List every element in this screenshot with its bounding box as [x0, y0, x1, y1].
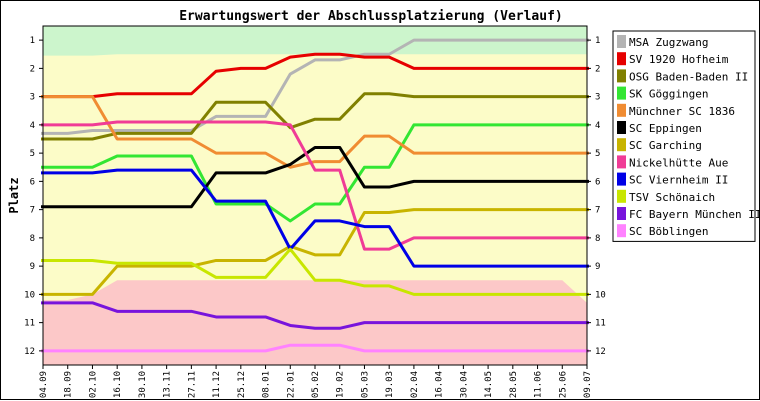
series-line-tsv-sch-naich [41, 247, 589, 296]
series-line-msa-zugzwang [41, 38, 589, 135]
series-layer [41, 38, 589, 353]
legend-swatch [617, 52, 626, 66]
series-line-osg-baden-baden-ii [41, 92, 589, 141]
y-tick-label-right: 3 [595, 93, 600, 103]
x-tick-label: 11.12 [212, 371, 222, 398]
series-line-sv-1920-hofheim [41, 52, 589, 99]
y-tick-label-left: 8 [30, 234, 35, 244]
x-tick-label: 25.06 [558, 371, 568, 398]
y-tick-label-left: 7 [30, 206, 35, 216]
legend-label: SC Eppingen [629, 122, 702, 135]
legend-swatch [617, 189, 626, 203]
x-tick-label: 09.07 [583, 371, 593, 398]
series-line-fc-bayern-m-nchen-ii [41, 301, 589, 330]
x-tick-label: 25.12 [237, 371, 247, 398]
legend: MSA Zugzwang SV 1920 Hofheim OSG Baden-Bad… [612, 30, 760, 242]
y-axis-label: Platz [7, 177, 21, 213]
zone-promotion [43, 26, 587, 56]
x-tick-label: 11.06 [534, 371, 544, 398]
y-tick-label-right: 12 [595, 347, 606, 357]
x-tick-label: 27.11 [187, 371, 197, 398]
y-tick-label-left: 11 [24, 319, 35, 329]
legend-label: Nickelhütte Aue [629, 156, 728, 169]
legend-label: SC Viernheim II [629, 174, 728, 187]
x-tick-label: 22.01 [286, 371, 296, 398]
x-tick-label: 04.09 [39, 371, 49, 398]
legend-swatch [617, 224, 626, 238]
x-tick-label: 19.02 [336, 371, 346, 398]
y-tick-label-left: 10 [24, 290, 35, 300]
y-tick-label-right: 9 [595, 262, 600, 272]
x-tick-label: 28.05 [509, 371, 519, 398]
y-tick-label-left: 12 [24, 347, 35, 357]
series-line-nickelh-tte-aue [41, 120, 589, 251]
y-tick-label-left: 2 [30, 64, 35, 74]
y-tick-label-left: 6 [30, 177, 35, 187]
legend-swatch [617, 172, 626, 186]
x-tick-label: 30.10 [138, 371, 148, 398]
series-line-sc-b-blingen [41, 343, 589, 353]
legend-label: TSV Schönaich [629, 191, 715, 204]
legend-swatch [617, 69, 626, 83]
x-tick-label: 18.09 [64, 371, 74, 398]
legend-label: SV 1920 Hofheim [629, 53, 729, 66]
x-tick-label: 14.05 [484, 371, 494, 398]
legend-label: Münchner SC 1836 [629, 105, 735, 118]
x-tick-label: 13.11 [163, 371, 173, 398]
x-tick-label: 19.03 [385, 371, 395, 398]
y-tick-label-right: 4 [595, 121, 600, 131]
chart-title: Erwartungswert der Abschlussplatzierung … [179, 9, 563, 24]
legend-swatch [617, 86, 626, 100]
series-line-m-nchner-sc-1836 [41, 95, 589, 169]
legend-swatch [617, 103, 626, 117]
x-tick-label: 02.10 [88, 371, 98, 398]
legend-label: SK Göggingen [629, 88, 708, 101]
y-tick-label-left: 5 [30, 149, 35, 159]
y-tick-label-right: 1 [595, 36, 600, 46]
y-tick-label-left: 1 [30, 36, 35, 46]
y-tick-label-left: 4 [30, 121, 35, 131]
x-tick-label: 16.04 [435, 371, 445, 398]
series-line-sk-g-ggingen [41, 123, 589, 223]
zone-relegation [43, 280, 587, 365]
legend-label: MSA Zugzwang [629, 36, 708, 49]
x-tick-label: 30.04 [459, 371, 469, 398]
legend-swatch [617, 207, 626, 220]
x-tick-label: 16.10 [113, 371, 123, 398]
series-line-sc-eppingen [41, 145, 589, 209]
legend-label: SC Garching [629, 139, 702, 152]
y-tick-label-right: 6 [595, 177, 600, 187]
legend-swatch [617, 121, 626, 134]
series-line-sc-garching [41, 208, 589, 296]
zones-layer [43, 26, 587, 365]
y-tick-label-right: 8 [595, 234, 600, 244]
legend-swatch [617, 35, 626, 48]
legend-label: OSG Baden-Baden II [629, 70, 748, 83]
y-tick-label-right: 11 [595, 319, 606, 329]
x-tick-label: 08.01 [262, 371, 272, 398]
legend-label: FC Bayern München II [629, 208, 760, 221]
y-tick-label-right: 7 [595, 206, 600, 216]
x-tick-label: 02.04 [410, 371, 420, 398]
legend-box [612, 30, 756, 242]
legend-swatch [617, 138, 626, 152]
y-tick-label-right: 2 [595, 64, 600, 74]
legend-swatch [617, 155, 626, 169]
y-tick-label-left: 9 [30, 262, 35, 272]
x-tick-label: 05.03 [360, 371, 370, 398]
y-tick-label-left: 3 [30, 93, 35, 103]
y-tick-label-right: 10 [595, 290, 606, 300]
y-tick-label-right: 5 [595, 149, 600, 159]
legend-label: SC Böblingen [629, 225, 708, 238]
x-tick-label: 05.02 [311, 371, 321, 398]
series-line-sc-viernheim-ii [41, 168, 589, 268]
